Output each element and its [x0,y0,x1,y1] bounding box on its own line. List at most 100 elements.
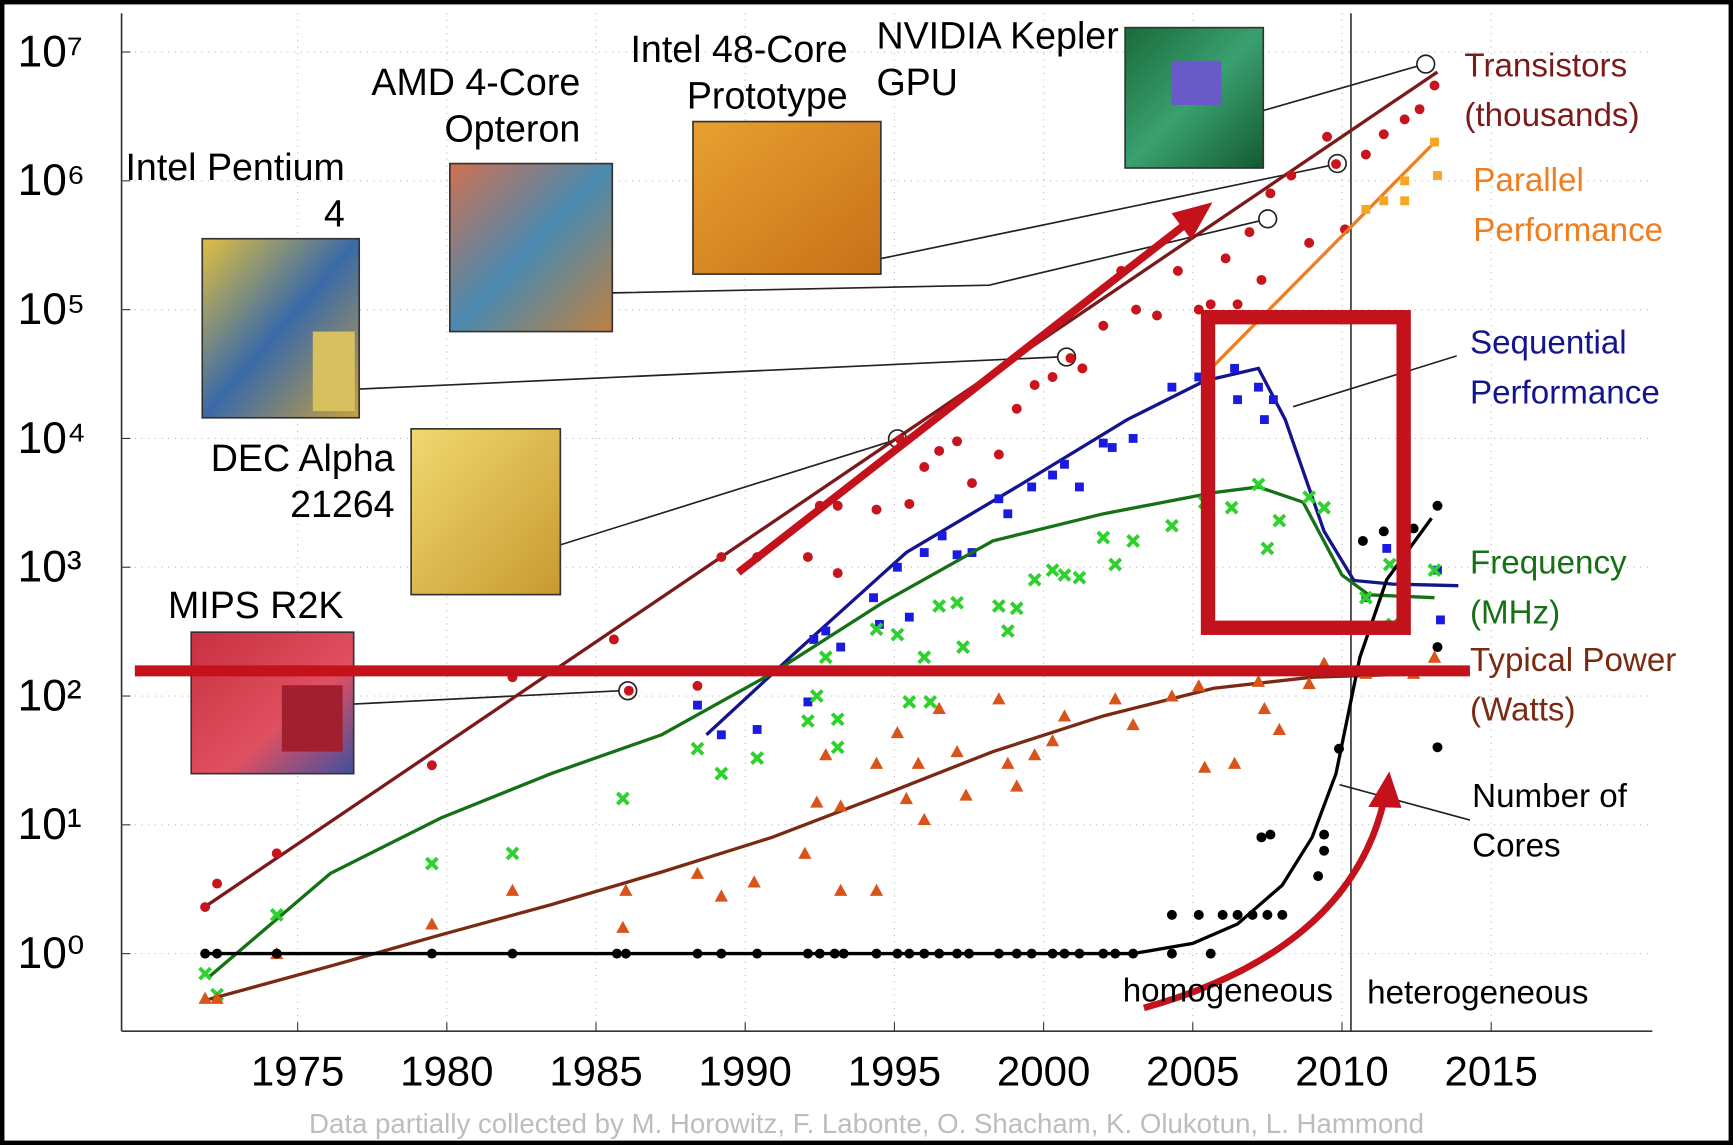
point [1047,372,1058,382]
series-label: Typical Power (Watts) [1469,642,1677,729]
series-label: Transistors (thousands) [1464,47,1640,134]
point [1077,363,1088,374]
point [198,966,213,981]
point [1107,443,1117,452]
point [902,695,917,709]
point [1010,779,1024,792]
point [1286,170,1297,181]
point [200,948,211,959]
chip-image [692,120,882,275]
region-label: heterogeneous [1367,974,1589,1012]
point [1319,845,1330,856]
point [832,500,843,511]
point [818,650,833,665]
highlight-ring [1416,54,1436,74]
point [716,948,727,959]
point [1108,557,1123,572]
point [1317,500,1331,515]
chip-label: Intel 48-Core Prototype [630,28,848,118]
point [1262,909,1273,920]
point [1098,320,1109,331]
point [1096,530,1111,545]
point [716,552,727,563]
chip-image [410,428,562,596]
point [1256,832,1267,843]
point [890,627,905,642]
point [803,697,813,707]
point [869,756,884,769]
point [871,504,882,515]
point [608,634,619,645]
point [1027,572,1042,587]
point [1378,526,1389,537]
point [1361,204,1371,214]
point [952,436,963,447]
point [1257,701,1272,715]
leader-line [1339,783,1471,821]
chip-detail [281,685,343,752]
point [1131,304,1142,315]
point [716,730,726,740]
point [991,599,1006,613]
point [892,948,903,959]
point [1304,237,1315,248]
point [904,498,915,509]
point [1011,403,1022,414]
leader-line [1292,355,1457,408]
x-tick-label: 2015 [1444,1047,1537,1094]
point [1247,909,1258,920]
chip-label: DEC Alpha 21264 [210,437,395,527]
chip-label: MIPS R2K [167,584,344,627]
point [1074,482,1084,492]
y-tick-label: 10⁴ [18,414,86,463]
point [899,791,913,805]
point [693,700,702,710]
point [956,640,970,654]
point [871,948,882,959]
point [611,948,622,959]
point [692,948,703,959]
arrow-head [1171,202,1213,240]
point [809,635,819,644]
point [923,695,938,709]
chip-label: Intel Pentium 4 [125,146,345,236]
point [1251,674,1266,687]
point [1427,650,1442,663]
point [1060,459,1069,469]
point [834,799,848,812]
point [1432,500,1443,511]
point [1029,380,1040,390]
point [814,948,825,959]
point [1205,299,1216,310]
point [1430,137,1439,147]
point [950,595,964,610]
point [1059,948,1070,959]
point [1400,196,1410,206]
point [819,748,833,761]
annotations [190,26,1471,821]
point [829,948,840,959]
point [911,756,925,769]
point [271,948,282,959]
point [1026,948,1037,959]
point [1414,104,1425,115]
point [1205,948,1216,959]
point [690,741,705,756]
point [1259,415,1269,425]
point [1379,196,1389,206]
point [1313,871,1324,882]
point [1427,563,1442,577]
y-tick-label: 10⁷ [18,27,83,76]
x-tick-label: 1985 [549,1047,642,1094]
point [904,612,914,622]
point [904,948,915,959]
point [426,948,437,959]
x-tick-label: 2000 [997,1047,1090,1094]
point [1098,948,1109,959]
point [1436,615,1445,625]
point [809,689,824,703]
point [1319,829,1330,840]
point [1166,948,1177,959]
point [934,948,945,959]
